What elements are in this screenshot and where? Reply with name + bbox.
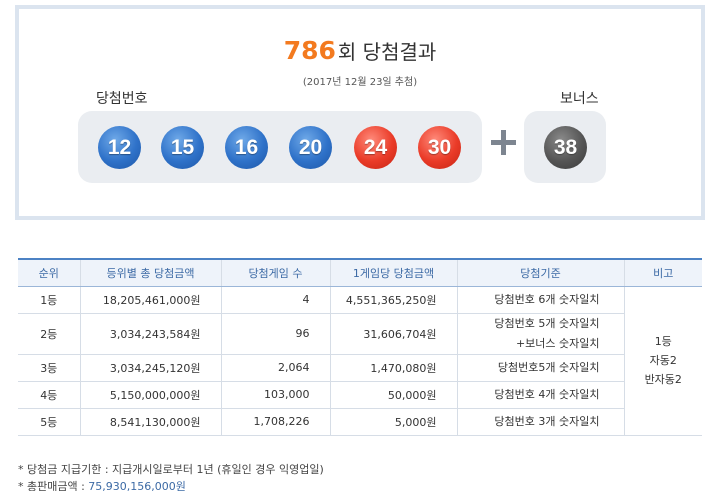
rank-cell: 3등 — [18, 354, 80, 382]
total-prize-cell: 18,205,461,000원 — [79, 286, 221, 314]
draw-date: (2017년 12월 23일 추첨) — [302, 77, 418, 88]
total-sales-value: 75,930,156,000원 — [88, 480, 186, 491]
plus-icon — [489, 128, 517, 156]
criteria-cell: 당첨번호 3개 숫자일치 — [456, 408, 624, 436]
column-header-total-prize: 등위별 총 당첨금액 — [79, 258, 221, 287]
criteria-line: 당첨번호 4개 숫자일치 — [494, 387, 600, 401]
winning-games-cell: 4 — [220, 286, 330, 314]
winning-ball: 12 — [98, 126, 141, 169]
prize-table: 순위 등위별 총 당첨금액 당첨게임 수 1게임당 당첨금액 당첨기준 비고 1… — [18, 258, 702, 436]
prize-per-game-cell: 50,000원 — [329, 381, 457, 409]
criteria-cell: 당첨번호 6개 숫자일치 — [456, 286, 624, 314]
table-row: 4등 5,150,000,000원 103,000 50,000원 당첨번호 4… — [18, 381, 702, 409]
winning-numbers-panel: 12 15 16 20 24 30 — [78, 111, 482, 183]
total-prize-cell: 8,541,130,000원 — [79, 408, 221, 436]
column-header-winning-games: 당첨게임 수 — [220, 258, 330, 287]
winning-numbers-label: 당첨번호 — [96, 91, 148, 107]
winning-ball: 15 — [161, 126, 204, 169]
prize-per-game-cell: 1,470,080원 — [329, 354, 457, 382]
winning-ball: 30 — [418, 126, 461, 169]
total-prize-cell: 5,150,000,000원 — [79, 381, 221, 409]
winning-games-cell: 1,708,226 — [220, 408, 330, 436]
bonus-number-panel: 38 — [524, 111, 606, 183]
column-header-note: 비고 — [623, 258, 702, 287]
bonus-ball: 38 — [544, 126, 587, 169]
round-title-suffix: 회 당첨결과 — [337, 40, 437, 64]
total-sales-note: * 총판매금액 : 75,930,156,000원 — [18, 478, 186, 491]
winning-ball: 24 — [354, 126, 397, 169]
winning-games-cell: 103,000 — [220, 381, 330, 409]
column-header-prize-per-game: 1게임당 당첨금액 — [329, 258, 457, 287]
rank-cell: 1등 — [18, 286, 80, 314]
criteria-line: 당첨번호 3개 숫자일치 — [494, 414, 600, 428]
prize-per-game-cell: 31,606,704원 — [329, 313, 457, 355]
bonus-number-label: 보너스 — [560, 91, 599, 107]
column-header-rank: 순위 — [18, 258, 80, 287]
criteria-cell: 당첨번호 4개 숫자일치 — [456, 381, 624, 409]
rank-cell: 5등 — [18, 408, 80, 436]
criteria-line: 당첨번호5개 숫자일치 — [497, 360, 600, 374]
note-line: 자동2 — [649, 354, 677, 367]
table-row: 5등 8,541,130,000원 1,708,226 5,000원 당첨번호 … — [18, 408, 702, 436]
table-row: 2등 3,034,243,584원 96 31,606,704원 당첨번호 5개… — [18, 313, 702, 355]
winning-games-cell: 2,064 — [220, 354, 330, 382]
table-row: 1등 18,205,461,000원 4 4,551,365,250원 당첨번호… — [18, 286, 702, 436]
table-row: 3등 3,034,245,120원 2,064 1,470,080원 당첨번호5… — [18, 354, 702, 382]
criteria-cell: 당첨번호 5개 숫자일치 +보너스 숫자일치 — [456, 313, 624, 355]
criteria-line: 당첨번호 6개 숫자일치 — [494, 292, 600, 306]
note-line: 1등 — [654, 335, 672, 348]
winning-ball: 20 — [289, 126, 332, 169]
rank-cell: 4등 — [18, 381, 80, 409]
column-header-criteria: 당첨기준 — [456, 258, 624, 287]
round-title: 786 회 당첨결과 — [0, 36, 720, 65]
total-sales-label: * 총판매금액 : — [18, 480, 89, 491]
payment-period-note: * 당첨금 지급기한 : 지급개시일로부터 1년 (휴일인 경우 익영업일) — [18, 463, 324, 476]
total-prize-cell: 3,034,245,120원 — [79, 354, 221, 382]
rank-cell: 2등 — [18, 313, 80, 355]
criteria-line: 당첨번호 5개 숫자일치 — [494, 316, 600, 330]
prize-per-game-cell: 5,000원 — [329, 408, 457, 436]
note-cell: 1등 자동2 반자동2 — [623, 286, 702, 436]
round-number: 786 — [283, 36, 336, 65]
winning-ball: 16 — [225, 126, 268, 169]
winning-games-cell: 96 — [220, 313, 330, 355]
criteria-cell: 당첨번호5개 숫자일치 — [456, 354, 624, 382]
note-line: 반자동2 — [644, 373, 682, 386]
table-header-row: 순위 등위별 총 당첨금액 당첨게임 수 1게임당 당첨금액 당첨기준 비고 — [18, 258, 702, 287]
criteria-line: +보너스 숫자일치 — [515, 336, 600, 350]
total-prize-cell: 3,034,243,584원 — [79, 313, 221, 355]
prize-per-game-cell: 4,551,365,250원 — [329, 286, 457, 314]
